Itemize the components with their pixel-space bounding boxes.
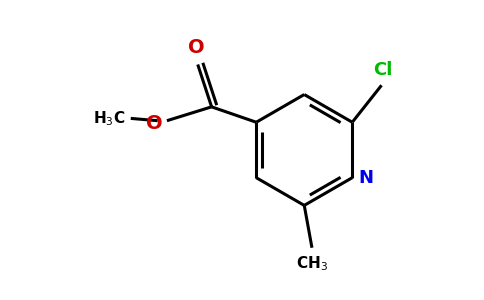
Text: N: N xyxy=(359,169,374,187)
Text: O: O xyxy=(147,113,163,133)
Text: CH$_3$: CH$_3$ xyxy=(296,254,328,273)
Text: Cl: Cl xyxy=(373,61,393,79)
Text: H$_3$C: H$_3$C xyxy=(93,109,125,128)
Text: O: O xyxy=(188,38,205,57)
